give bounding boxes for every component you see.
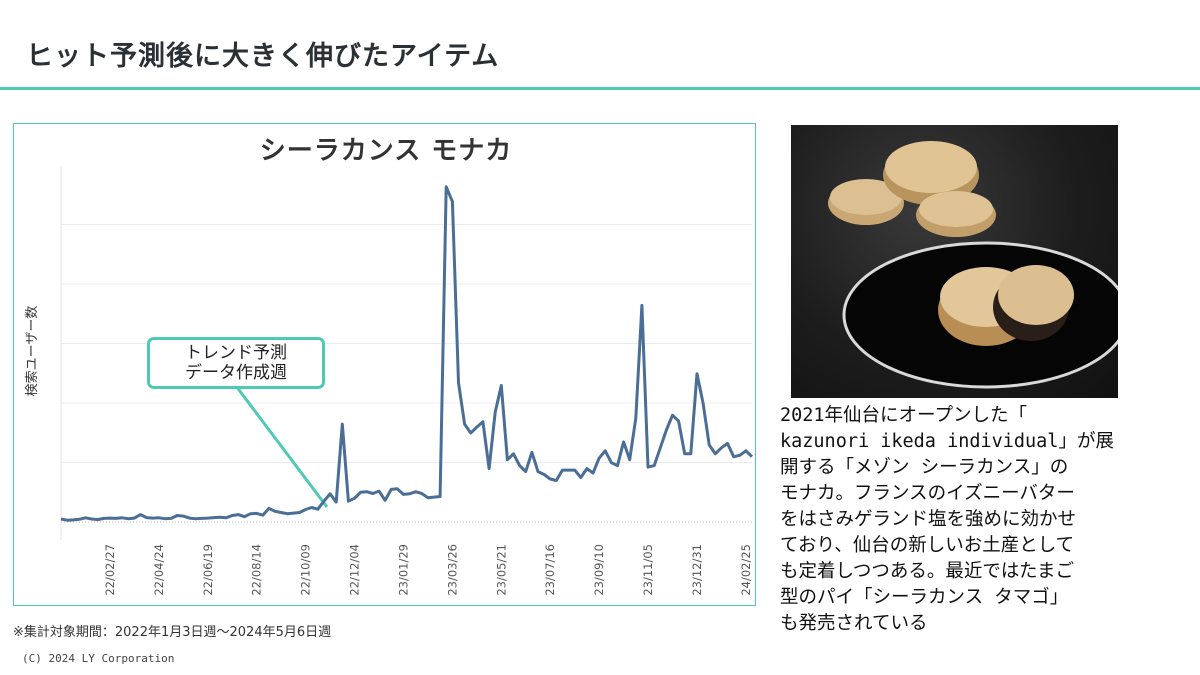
x-tick-label: 23/07/16 xyxy=(543,544,557,596)
x-tick-label: 23/09/10 xyxy=(592,544,606,596)
y-axis-label: 検索ユーザー数 xyxy=(25,306,40,397)
description-line: ており、仙台の新しいお土産として xyxy=(780,535,1075,556)
x-tick-label: 22/02/27 xyxy=(103,544,117,596)
x-tick-label: 22/04/24 xyxy=(152,544,166,596)
callout-pointer xyxy=(234,385,329,508)
item-description: 2021年仙台にオープンした「 kazunori ikeda individual… xyxy=(780,403,1190,637)
chart-panel: シーラカンス モナカ 検索ユーザー数 22/02/27 22/04/24 22/06… xyxy=(13,123,756,606)
copyright: (C) 2024 LY Corporation xyxy=(22,652,175,665)
monaka-illustration xyxy=(828,141,1118,389)
x-tick-labels: 22/02/27 22/04/24 22/06/19 22/08/14 22/10/09… xyxy=(103,544,753,596)
description-line: 型のパイ「シーラカンス タマゴ」 xyxy=(780,587,1069,608)
description-line: モナカ。フランスのイズニーバター xyxy=(780,483,1075,504)
description-line: も発売されている xyxy=(780,613,928,634)
x-tick-label: 22/08/14 xyxy=(250,544,264,596)
monaka-photo xyxy=(791,125,1118,398)
series-layer xyxy=(60,185,754,522)
x-tick-label: 23/03/26 xyxy=(445,544,459,596)
x-tick-label: 23/11/05 xyxy=(641,544,655,596)
x-tick-label: 23/05/21 xyxy=(494,544,508,596)
x-tick-label: 22/12/04 xyxy=(348,544,362,596)
callout-line-2: データ作成週 xyxy=(185,363,287,383)
chart-title: シーラカンス モナカ xyxy=(260,136,513,166)
x-tick-label: 24/02/25 xyxy=(739,544,753,596)
title-divider xyxy=(0,87,1200,90)
description-line: をはさみゲランド塩を強めに効かせ xyxy=(780,509,1077,530)
search-users-series-line xyxy=(60,185,754,522)
line-chart: シーラカンス モナカ 検索ユーザー数 22/02/27 22/04/24 22/06… xyxy=(25,136,754,596)
callout-line-1: トレンド予測 xyxy=(185,343,287,363)
period-footnote: ※集計対象期間：2022年1月3日週〜2024年5月6日週 xyxy=(13,625,332,640)
forecast-week-callout: トレンド予測 データ作成週 xyxy=(147,337,325,389)
description-line: kazunori ikeda individual」が展 xyxy=(780,431,1114,452)
description-line: 開する「メゾン シーラカンス」の xyxy=(780,457,1069,478)
x-tick-label: 22/10/09 xyxy=(299,544,313,596)
description-line: 2021年仙台にオープンした「 xyxy=(780,405,1027,426)
x-tick-label: 22/06/19 xyxy=(201,544,215,596)
page-title: ヒット予測後に大きく伸びたアイテム xyxy=(26,41,500,72)
x-tick-label: 23/01/29 xyxy=(396,544,410,596)
description-line: も定着しつつある。最近ではたまご xyxy=(780,561,1074,582)
x-tick-label: 23/12/31 xyxy=(690,544,704,596)
